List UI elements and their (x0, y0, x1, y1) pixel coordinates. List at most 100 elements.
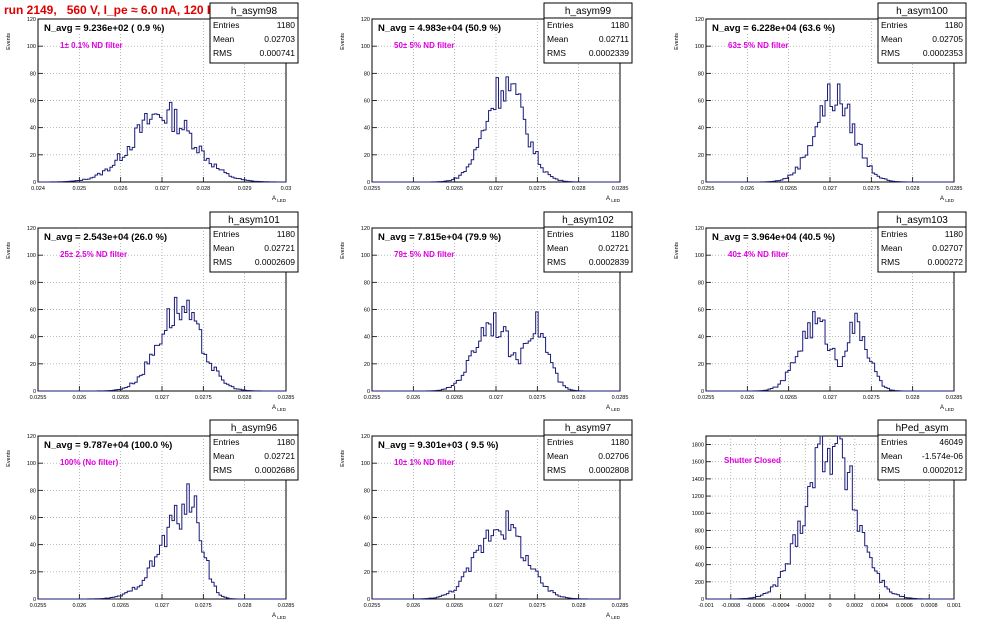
navg-label: N_avg = 7.815e+04 (79.9 %) (378, 232, 501, 243)
x-tick-label: -0.001 (698, 603, 714, 609)
x-axis-title: A LED (272, 405, 287, 412)
x-tick-label: 0.0255 (364, 186, 381, 192)
x-tick-label: 0.027 (155, 395, 169, 401)
x-tick-label: 0.027 (155, 603, 169, 609)
y-tick-label: 40 (364, 335, 370, 341)
x-tick-label: 0.0275 (195, 395, 212, 401)
y-axis-title: Events (6, 242, 12, 259)
x-axis-title: A LED (272, 196, 287, 203)
x-axis-title: A LED (606, 405, 621, 412)
stats-value: 0.0002012 (923, 465, 963, 475)
x-tick-label: 0.026 (740, 395, 754, 401)
x-tick-label: 0.0265 (112, 603, 129, 609)
y-tick-label: 20 (364, 570, 370, 576)
x-tick-label: 0.026 (406, 186, 420, 192)
y-tick-label: 120 (361, 226, 370, 232)
y-tick-label: 400 (695, 563, 704, 569)
x-tick-label: 0.024 (31, 186, 45, 192)
y-tick-label: 80 (30, 280, 36, 286)
x-tick-label: -0.0006 (746, 603, 765, 609)
navg-label: N_avg = 6.228e+04 (63.6 %) (712, 23, 835, 34)
x-tick-label: 0.027 (823, 186, 837, 192)
y-tick-label: 100 (361, 461, 370, 467)
x-tick-label: 0.0255 (698, 186, 715, 192)
x-tick-label: -0.0008 (721, 603, 740, 609)
x-tick-label: 0.0275 (863, 395, 880, 401)
navg-box (709, 230, 844, 243)
stats-value: 1180 (611, 20, 630, 30)
x-tick-label: 0.0255 (30, 603, 47, 609)
stats-label: Entries (881, 229, 907, 239)
navg-box (375, 438, 510, 451)
navg-label: N_avg = 9.787e+04 (100.0 %) (44, 440, 172, 451)
stats-label: RMS (881, 48, 900, 58)
x-tick-label: -0.0004 (771, 603, 790, 609)
stats-label: Mean (547, 34, 569, 44)
y-axis-title: Events (340, 242, 346, 259)
x-tick-label: 0.027 (823, 395, 837, 401)
y-axis-title: Events (340, 33, 346, 50)
stats-label: Entries (213, 229, 239, 239)
y-tick-label: 60 (30, 516, 36, 522)
y-tick-label: 0 (701, 389, 704, 395)
x-tick-label: 0.0275 (529, 395, 546, 401)
stats-title: h_asym102 (562, 215, 614, 226)
histogram-svg: -0.001 -0.0008 -0.0006 -0.0004 -0.0002 0 0.000… (692, 419, 967, 609)
y-tick-label: 80 (30, 488, 36, 494)
histogram-panel-hPed_asym: -0.001 -0.0008 -0.0006 -0.0004 -0.0002 0 0.000… (668, 419, 968, 626)
y-tick-label: 0 (33, 597, 36, 603)
navg-label: N_avg = 4.983e+04 (50.9 %) (378, 23, 501, 34)
x-tick-label: 0.0004 (871, 603, 888, 609)
y-tick-label: 40 (30, 543, 36, 549)
y-tick-label: 100 (27, 461, 36, 467)
histogram-svg: 0.0255 0.026 0.0265 0.027 0.0275 0.028 0.0285 0… (6, 419, 299, 620)
x-tick-label: 0.028 (906, 395, 920, 401)
y-tick-label: 0 (701, 180, 704, 186)
stats-value: 1180 (277, 20, 296, 30)
stats-label: Entries (881, 20, 907, 30)
stats-value: 0.02703 (264, 34, 295, 44)
navg-box (709, 21, 844, 34)
y-tick-label: 120 (361, 434, 370, 440)
y-tick-label: 60 (30, 308, 36, 314)
x-tick-label: 0.028 (572, 395, 586, 401)
histogram-line (706, 311, 954, 392)
x-tick-label: 0.0275 (195, 603, 212, 609)
x-axis-title: A LED (272, 613, 287, 620)
stats-label: Mean (881, 243, 903, 253)
x-tick-label: 0.0285 (612, 186, 629, 192)
x-tick-label: 0.0285 (612, 603, 629, 609)
histogram-svg: 0.0255 0.026 0.0265 0.027 0.0275 0.028 0.0285 0… (340, 2, 633, 203)
stats-value: 1180 (277, 437, 296, 447)
stats-label: RMS (213, 257, 232, 267)
stats-value: 0.0002339 (589, 48, 629, 58)
stats-title: h_asym96 (231, 423, 278, 434)
y-tick-label: 40 (698, 335, 704, 341)
stats-value: 1180 (277, 229, 296, 239)
stats-label: RMS (881, 257, 900, 267)
y-tick-label: 40 (364, 543, 370, 549)
filter-annotation: 100% (No filter) (60, 458, 119, 467)
y-axis-title: Events (6, 33, 12, 50)
y-tick-label: 80 (698, 280, 704, 286)
stats-box (877, 17, 967, 64)
x-tick-label: 0.0285 (278, 603, 295, 609)
stats-title: h_asym100 (896, 6, 948, 17)
stats-label: Entries (881, 437, 907, 447)
histogram-panel-h_asym102: 0.0255 0.026 0.0265 0.027 0.0275 0.028 0.0285 0… (334, 211, 634, 418)
histogram-svg: 0.0255 0.026 0.0265 0.027 0.0275 0.028 0.0285 0… (340, 419, 633, 620)
y-tick-label: 0 (33, 180, 36, 186)
y-tick-label: 0 (367, 597, 370, 603)
histogram-line (38, 483, 286, 600)
x-tick-label: 0.0265 (446, 603, 463, 609)
histogram-line (38, 296, 286, 392)
x-axis-title: A LED (606, 613, 621, 620)
x-axis-title: A LED (940, 405, 955, 412)
stats-label: RMS (213, 48, 232, 58)
y-axis-title: Events (674, 33, 680, 50)
y-tick-label: 100 (27, 44, 36, 50)
y-tick-label: 0 (367, 389, 370, 395)
histogram-panel-h_asym103: 0.0255 0.026 0.0265 0.027 0.0275 0.028 0.0285 0… (668, 211, 968, 418)
stats-value: 0.02721 (598, 243, 629, 253)
